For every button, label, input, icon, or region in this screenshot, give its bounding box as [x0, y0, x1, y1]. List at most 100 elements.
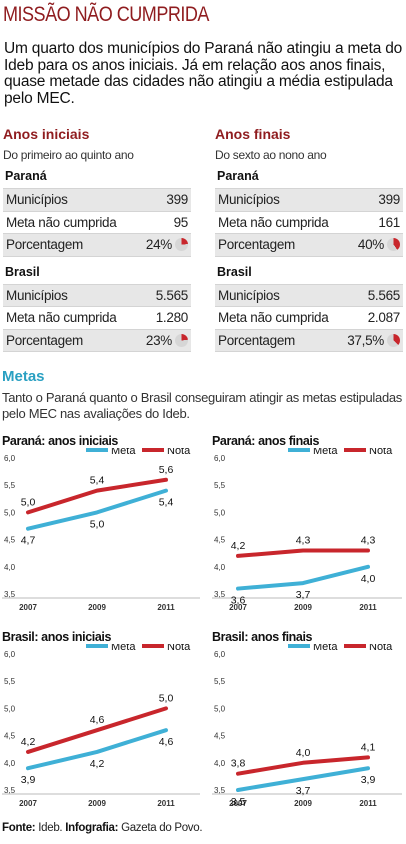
legend-label: Nota [167, 644, 191, 653]
table-row: Porcentagem 24% [3, 234, 191, 257]
table-row: Meta não cumprida 95 [3, 212, 191, 234]
series-line-nota [236, 548, 370, 558]
data-label: 4,6 [90, 714, 105, 726]
data-label: 3,5 [231, 796, 246, 808]
chart-title: Brasil: anos finais [212, 630, 313, 644]
table-row: Meta não cumprida 161 [215, 212, 403, 234]
percent-pie-icon [175, 333, 188, 347]
source-label: Fonte: [2, 822, 36, 834]
data-label: 4,0 [361, 573, 376, 585]
data-label: 5,0 [21, 496, 36, 508]
y-tick-label: 6,0 [214, 650, 226, 659]
x-tick-label: 2009 [294, 603, 312, 612]
data-label: 5,4 [90, 475, 105, 487]
y-tick-label: 5,0 [4, 704, 16, 713]
table-row: Porcentagem 37,5% [215, 329, 403, 352]
series-line-nota [26, 706, 168, 754]
row-label: Municípios [6, 192, 68, 208]
x-tick-label: 2011 [359, 799, 377, 808]
data-label: 4,3 [361, 534, 376, 546]
y-tick-label: 3,5 [4, 786, 16, 795]
group-parana: Paraná Municípios 399 Meta não cumprida 16… [215, 169, 403, 257]
table-title: Anos finais [215, 126, 291, 142]
row-label: Porcentagem [218, 332, 295, 348]
row-value: 40% [357, 237, 384, 253]
y-tick-label: 5,0 [214, 704, 226, 713]
group-name: Paraná [215, 169, 403, 189]
row-value: 161 [378, 214, 400, 230]
x-tick-label: 2007 [229, 799, 247, 808]
data-label: 4,2 [231, 540, 246, 552]
series-line-meta [26, 728, 168, 771]
chart-brasil-iniciais: Brasil: anos iniciais 6,0 5,5 5,0 4,5 4,0 3,5… [2, 630, 202, 820]
series-line-meta [236, 564, 370, 591]
source-credit: Fonte: Ideb. Infografia: Gazeta do Povo. [2, 822, 203, 834]
table-anos-iniciais: Anos iniciais Do primeiro ao quinto ano … [3, 126, 191, 352]
table-anos-finais: Anos finais Do sexto ao nono ano Paraná … [215, 126, 403, 352]
y-tick-label: 4,0 [214, 563, 226, 572]
legend-label: Meta [313, 644, 338, 653]
row-value: 399 [378, 192, 400, 208]
y-tick-label: 5,5 [214, 481, 226, 490]
data-label: 3,7 [296, 589, 311, 601]
y-tick-label: 4,0 [214, 759, 226, 768]
table-row: Meta não cumprida 1.280 [3, 307, 191, 330]
credit-text: Gazeta do Povo. [121, 822, 203, 834]
data-label: 3,9 [21, 774, 36, 786]
data-label: 4,3 [296, 534, 311, 546]
row-label: Municípios [218, 287, 280, 303]
legend-label: Nota [369, 644, 393, 653]
group-parana: Paraná Municípios 399 Meta não cumprida 95… [3, 169, 191, 257]
chart-parana-finais: Paraná: anos finais 6,0 5,5 5,0 4,5 4,0 3,5 20… [212, 434, 406, 624]
table-row: Municípios 5.565 [215, 284, 403, 307]
row-value: 5.565 [367, 287, 401, 303]
row-value: 5.565 [155, 287, 189, 303]
legend-label: Nota [369, 448, 393, 457]
y-tick-label: 4,5 [4, 732, 16, 741]
table-subtitle: Do sexto ao nono ano [215, 148, 327, 162]
chart-title: Paraná: anos finais [212, 434, 320, 448]
row-label: Meta não cumprida [6, 310, 117, 326]
y-tick-label: 3,5 [214, 786, 226, 795]
table-row: Municípios 399 [3, 189, 191, 212]
row-label: Porcentagem [6, 332, 83, 348]
data-label: 4,2 [21, 736, 36, 748]
series-line-meta [236, 766, 370, 792]
row-value: 1.280 [155, 310, 189, 326]
table-row: Municípios 399 [215, 189, 403, 212]
chart-parana-iniciais: Paraná: anos iniciais 6,0 5,5 5,0 4,5 4,0 3,5… [2, 434, 202, 624]
row-value: 95 [173, 214, 189, 230]
chart-title: Paraná: anos iniciais [2, 434, 118, 448]
series-line-nota [26, 477, 168, 515]
y-tick-label: 5,0 [4, 508, 16, 517]
y-tick-label: 6,0 [4, 454, 16, 463]
group-name: Paraná [3, 169, 191, 189]
row-label: Municípios [218, 192, 280, 208]
y-tick-label: 5,5 [214, 677, 226, 686]
table-row: Porcentagem 23% [3, 329, 191, 352]
row-value: 23% [145, 332, 172, 348]
legend-label: Meta [111, 448, 136, 457]
intro-text: Um quarto dos municípios do Paraná não a… [4, 40, 403, 107]
y-tick-label: 3,5 [4, 590, 16, 599]
chart-brasil-finais: Brasil: anos finais 6,0 5,5 5,0 4,5 4,0 3,5 20… [212, 630, 406, 820]
y-tick-label: 5,5 [4, 677, 16, 686]
data-label: 4,0 [296, 747, 311, 759]
row-label: Municípios [6, 287, 68, 303]
chart-title: Brasil: anos iniciais [2, 630, 112, 644]
data-label: 5,0 [90, 518, 105, 530]
y-tick-label: 4,5 [214, 732, 226, 741]
y-tick-label: 4,5 [4, 536, 16, 545]
legend-label: Meta [313, 448, 338, 457]
data-label: 3,9 [361, 774, 376, 786]
group-brasil: Brasil Municípios 5.565 Meta não cumprida… [215, 265, 403, 352]
data-label: 3,8 [231, 758, 246, 770]
y-tick-label: 4,0 [4, 759, 16, 768]
y-tick-label: 3,5 [214, 590, 226, 599]
x-tick-label: 2007 [19, 603, 37, 612]
data-label: 5,0 [159, 692, 174, 704]
x-tick-label: 2009 [294, 799, 312, 808]
y-tick-label: 5,5 [4, 481, 16, 490]
table-subtitle: Do primeiro ao quinto ano [3, 148, 134, 162]
